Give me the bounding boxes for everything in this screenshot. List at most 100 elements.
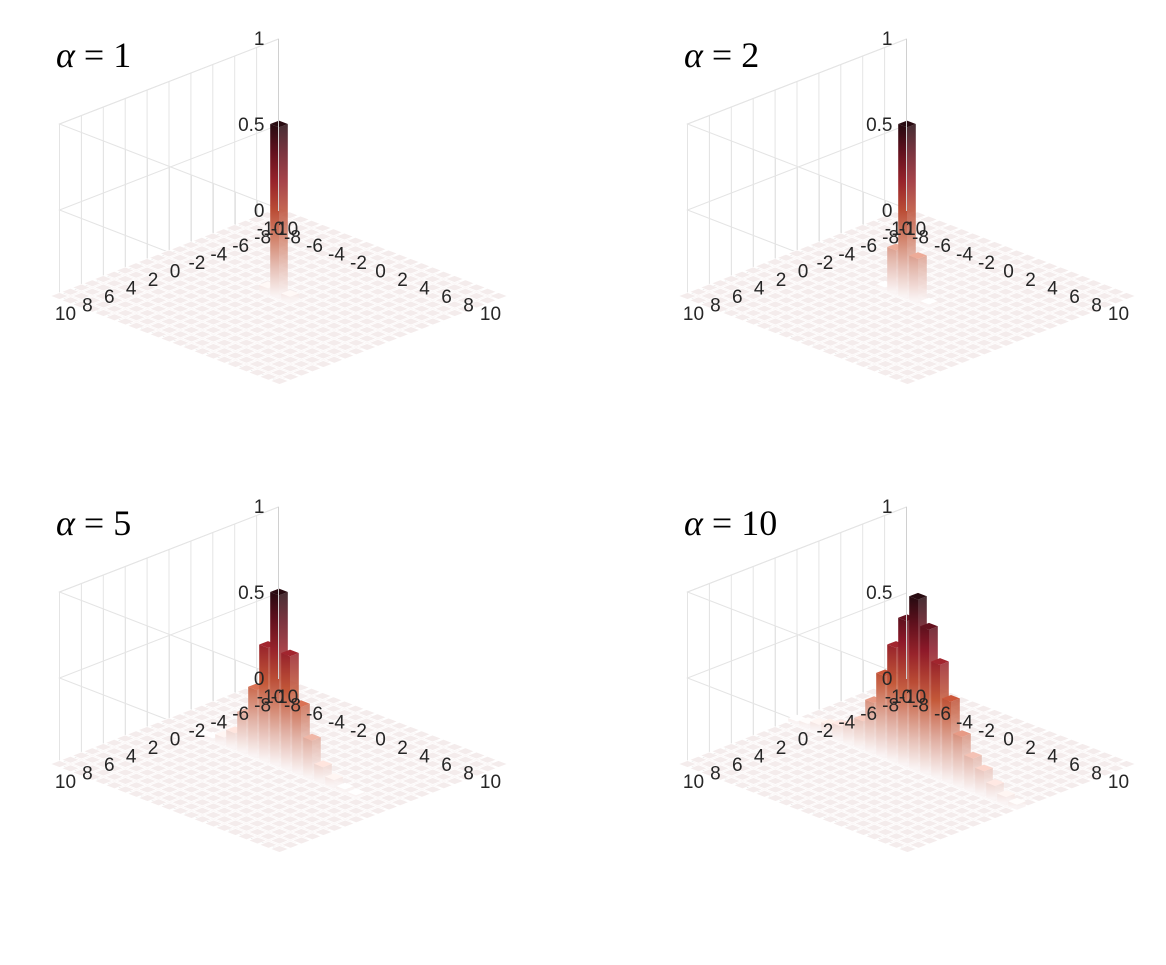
y-tick-label: 0 [798,262,809,283]
bar [920,297,938,308]
x-tick-label: 2 [1025,270,1036,291]
y-tick-label: 6 [104,287,115,308]
bars [876,120,938,308]
y-tick-label: -6 [232,236,249,257]
panel-alpha-10: α = 10 0 0.5 1 -10 -8 -6 -4 -2 0 2 4 6 8 10 -10 -8 -6 -4-… [628,468,1166,950]
z-tick-label: 0.5 [238,583,264,604]
x-tick-label: 8 [463,296,474,317]
y-tick-label: 8 [710,764,721,785]
tick-labels: 00.51-10 -8 -6 -4 -2 0 2 4 6 8 10-10-8-6-4-2024681… [55,29,501,325]
y-tick-label: -4 [838,245,855,266]
x-tick-label: 2 [1025,738,1036,759]
bar [336,782,354,793]
y-tick-label: -10 [899,219,926,240]
y-tick-label: 2 [776,270,787,291]
x-tick-label: -6 [306,704,323,725]
x-tick-label: -2 [978,253,995,274]
y-tick-label: -4 [210,245,227,266]
y-tick-label: 6 [104,755,115,776]
y-tick-label: 2 [148,738,159,759]
z-tick-label: 0.5 [866,583,892,604]
x-tick-label: 0 [1003,730,1014,751]
x-tick-label: 8 [1091,764,1102,785]
y-tick-label: -8 [254,228,271,249]
x-tick-label: 6 [441,755,452,776]
x-tick-label: 4 [419,747,430,768]
bars [259,120,299,304]
x-tick-label: -2 [350,253,367,274]
tick-labels: 00.51-10 -8 -6 -4 -2 0 2 4 6 8 10-10-8-6-4-2024681… [55,497,501,793]
panel-alpha-1: α = 1 0 0.5 1 -10 -8 -6 -4 -2 0 2 4 6 8 10 -10 -8 -6 -4 -2… [0,0,583,482]
y-tick-label: -10 [271,687,298,708]
x-tick-label: -6 [934,704,951,725]
x-tick-label: -10 [885,219,912,240]
x-tick-label: -4 [956,713,973,734]
x-tick-label: -10 [257,687,284,708]
x-tick-label: 6 [441,287,452,308]
x-tick-label: 10 [1108,772,1129,793]
y-tick-label: -6 [232,704,249,725]
x-tick-label: -6 [306,236,323,257]
x-tick-label: 10 [480,772,501,793]
y-tick-label: 10 [55,772,76,793]
y-tick-label: -2 [816,721,833,742]
bar3d-plot: 00.51-10 -8 -6 -4 -2 0 2 4 6 8 10-10-8-6-4-2024681… [49,497,509,853]
z-tick-label: 0.5 [866,115,892,136]
z-tick-label: 0 [254,201,265,222]
y-tick-label: 10 [683,304,704,325]
x-tick-label: -8 [284,696,301,717]
x-tick-label: 8 [463,764,474,785]
y-tick-label: -10 [271,219,298,240]
y-tick-label: -2 [188,721,205,742]
y-tick-label: 6 [732,287,743,308]
z-tick-label: 0.5 [238,115,264,136]
z-tick-label: 1 [254,497,265,518]
y-tick-label: 0 [170,730,181,751]
x-tick-label: -6 [934,236,951,257]
x-tick-label: 4 [419,279,430,300]
x-tick-label: 10 [480,304,501,325]
panel-title: α = 5 [56,503,132,543]
x-tick-label: -10 [257,219,284,240]
x-tick-label: 0 [1003,262,1014,283]
z-tick-label: 0 [254,669,265,690]
y-tick-label: 4 [754,279,765,300]
y-tick-label: -8 [882,696,899,717]
x-tick-label: 10 [1108,304,1129,325]
y-tick-label: 8 [82,764,93,785]
y-tick-label: -2 [816,253,833,274]
y-tick-label: 6 [732,755,743,776]
y-tick-label: -4 [838,713,855,734]
bar [270,120,288,300]
bar [325,773,343,789]
x-tick-label: 6 [1069,755,1080,776]
bars [193,588,365,798]
y-tick-label: 10 [683,772,704,793]
panel-alpha-2: α = 2 0 0.5 1 -10 -8 -6 -4 -2 0 2 4 6 8 10 -10 -8 -6 -4 -2… [628,0,1166,482]
y-tick-label: 4 [754,747,765,768]
bar3d-plot: 00.51-10 -8 -6 -4 -2 0 2 4 6 8 10-10-8-6-4-2024681… [677,497,1137,853]
x-tick-label: 0 [375,730,386,751]
x-tick-label: 2 [397,270,408,291]
y-tick-label: -4 [210,713,227,734]
x-tick-label: -8 [912,228,929,249]
bar [347,788,365,798]
x-tick-label: 2 [397,738,408,759]
x-tick-label: 6 [1069,287,1080,308]
bar [1008,797,1026,810]
y-tick-label: -8 [254,696,271,717]
y-tick-label: -10 [899,687,926,708]
y-tick-label: 4 [126,279,137,300]
x-tick-label: -2 [978,721,995,742]
y-tick-label: 2 [776,738,787,759]
bar3d-plot: 00.51-10 -8 -6 -4 -2 0 2 4 6 8 10-10-8-6-4-2024681… [677,29,1137,385]
y-tick-label: 0 [170,262,181,283]
panel-alpha-5: α = 5 0 0.5 1 -10 -8 -6 -4 -2 0 2 4 6 8 10 -10 -8 -6 -4 -2… [0,468,583,950]
bar [909,252,927,304]
y-tick-label: 8 [710,296,721,317]
x-tick-label: 8 [1091,296,1102,317]
x-tick-label: -4 [328,245,345,266]
x-tick-label: -4 [328,713,345,734]
panel-title: α = 10 [684,503,778,543]
